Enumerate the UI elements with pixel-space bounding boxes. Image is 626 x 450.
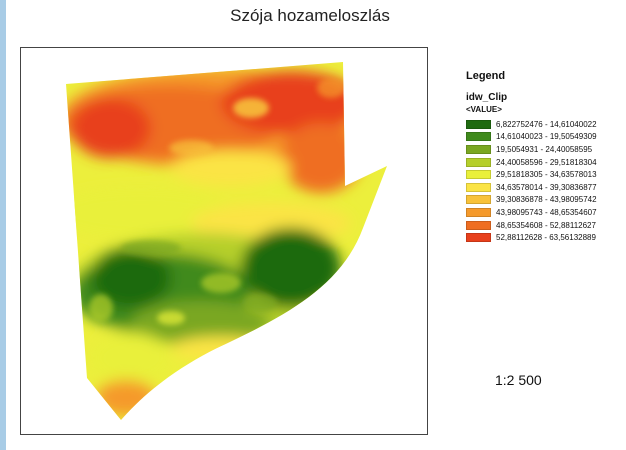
legend-label: 39,30836878 - 43,98095742: [496, 195, 597, 205]
legend-swatch: [466, 195, 491, 205]
legend-items: 6,822752476 - 14,61040022 14,61040023 - 1…: [466, 118, 616, 244]
legend-swatch: [466, 132, 491, 142]
legend-swatch: [466, 157, 491, 167]
legend-label: 34,63578014 - 39,30836877: [496, 182, 597, 192]
legend-item: 24,40058596 - 29,51818304: [466, 156, 616, 169]
legend-swatch: [466, 170, 491, 180]
legend-field-name: <VALUE>: [466, 105, 502, 114]
legend-item: 52,88112628 - 63,56132889: [466, 231, 616, 244]
legend-swatch: [466, 182, 491, 192]
legend-label: 6,822752476 - 14,61040022: [496, 119, 597, 129]
legend-label: 24,40058596 - 29,51818304: [496, 157, 597, 167]
legend-swatch: [466, 207, 491, 217]
legend-label: 29,51818305 - 34,63578013: [496, 170, 597, 180]
legend: Legend idw_Clip <VALUE> 6,822752476 - 14…: [466, 70, 616, 244]
legend-label: 48,65354608 - 52,88112627: [496, 220, 596, 230]
legend-item: 48,65354608 - 52,88112627: [466, 219, 616, 232]
legend-label: 19,5054931 - 24,40058595: [496, 144, 593, 154]
legend-item: 39,30836878 - 43,98095742: [466, 194, 616, 207]
legend-label: 43,98095743 - 48,65354607: [496, 207, 597, 217]
legend-item: 19,5054931 - 24,40058595: [466, 143, 616, 156]
map-scale: 1:2 500: [495, 372, 542, 388]
legend-swatch: [466, 119, 491, 129]
legend-label: 14,61040023 - 19,50549309: [496, 132, 597, 142]
legend-item: 34,63578014 - 39,30836877: [466, 181, 616, 194]
legend-layer-name: idw_Clip: [466, 92, 508, 103]
field-surface: [66, 62, 387, 420]
legend-swatch: [466, 233, 491, 243]
map-title: Szója hozameloszlás: [230, 6, 390, 25]
legend-item: 29,51818305 - 34,63578013: [466, 168, 616, 181]
legend-label: 52,88112628 - 63,56132889: [496, 233, 596, 243]
map-frame: [20, 47, 428, 435]
legend-item: 43,98095743 - 48,65354607: [466, 206, 616, 219]
window-left-edge: [0, 0, 6, 450]
legend-title: Legend: [466, 70, 506, 82]
legend-item: 14,61040023 - 19,50549309: [466, 131, 616, 144]
yield-map: [66, 62, 387, 420]
legend-item: 6,822752476 - 14,61040022: [466, 118, 616, 131]
legend-swatch: [466, 220, 491, 230]
legend-swatch: [466, 144, 491, 154]
